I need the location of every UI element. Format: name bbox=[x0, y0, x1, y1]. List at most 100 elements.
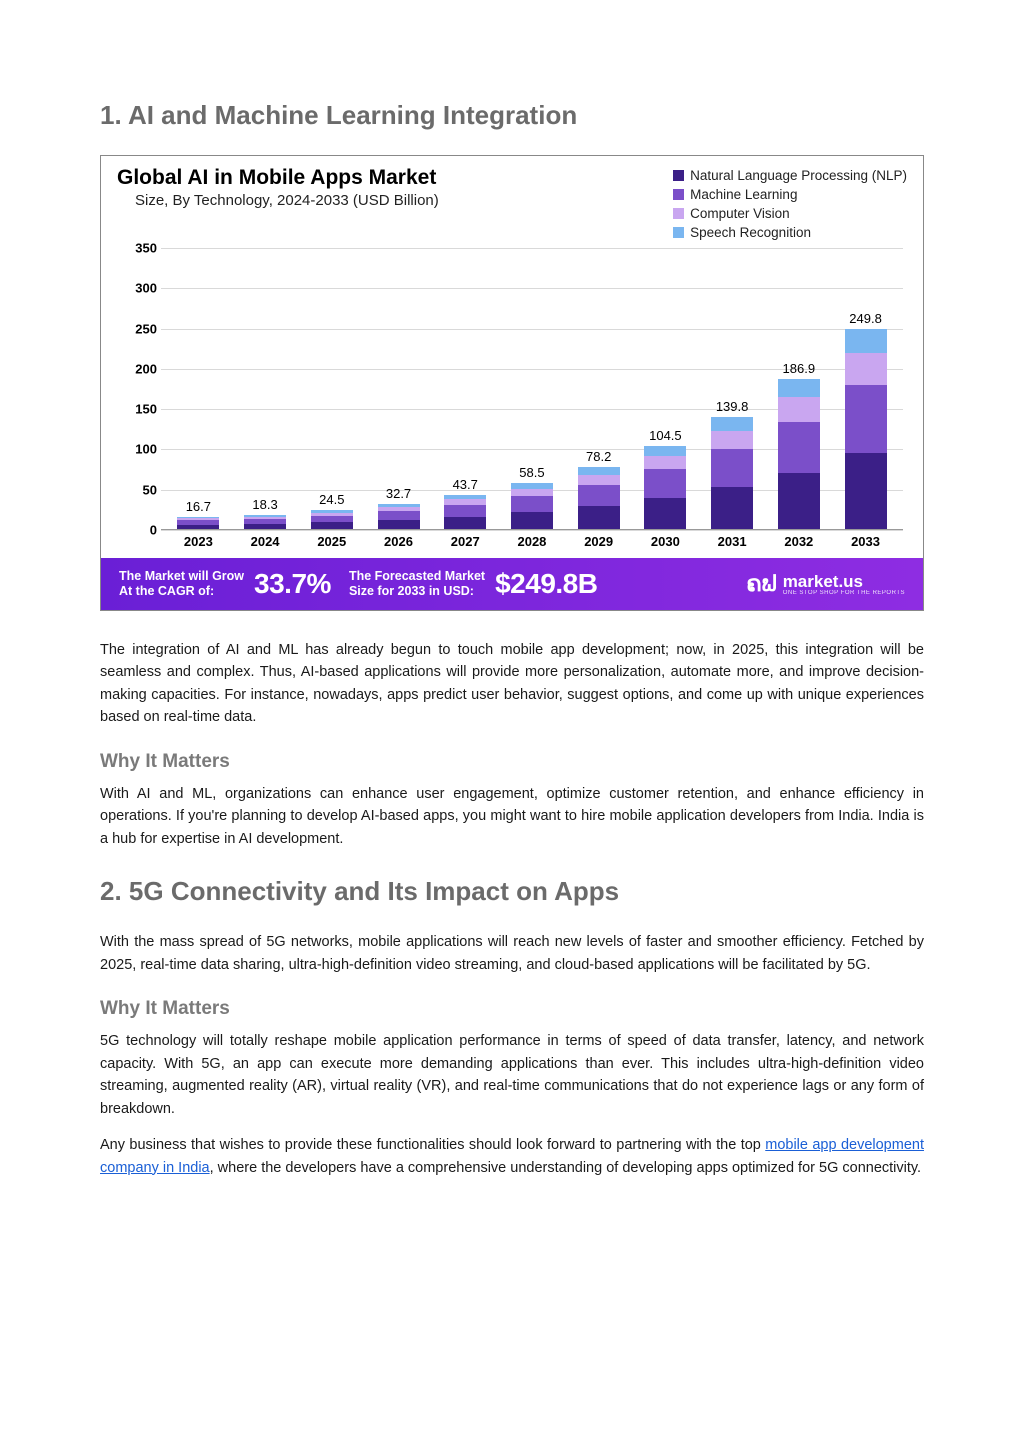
bar-segment-ml bbox=[845, 385, 887, 453]
bar-segment-nlp bbox=[444, 517, 486, 530]
chart-title: Global AI in Mobile Apps Market bbox=[117, 166, 673, 190]
cagr-label: The Market will GrowAt the CAGR of: bbox=[119, 569, 244, 599]
bar-column: 16.7 bbox=[177, 517, 219, 530]
x-label: 2024 bbox=[244, 534, 286, 558]
y-axis: 050100150200250300350 bbox=[117, 248, 157, 530]
bar-segment-sr bbox=[845, 329, 887, 353]
y-tick: 150 bbox=[117, 402, 157, 417]
bar-segment-nlp bbox=[711, 487, 753, 530]
chart-plot-area: 050100150200250300350 16.718.324.532.743… bbox=[161, 248, 903, 558]
x-label: 2029 bbox=[578, 534, 620, 558]
cagr-value: 33.7% bbox=[254, 568, 331, 600]
brand: ຄຟ market.us ONE STOP SHOP FOR THE REPOR… bbox=[746, 571, 905, 597]
y-tick: 100 bbox=[117, 442, 157, 457]
bar-total-label: 78.2 bbox=[586, 449, 611, 464]
y-tick: 0 bbox=[117, 523, 157, 538]
y-tick: 50 bbox=[117, 482, 157, 497]
brand-tagline: ONE STOP SHOP FOR THE REPORTS bbox=[783, 590, 905, 596]
legend-item: Computer Vision bbox=[673, 206, 907, 221]
section-1-heading: 1. AI and Machine Learning Integration bbox=[100, 100, 924, 131]
x-label: 2023 bbox=[177, 534, 219, 558]
x-label: 2027 bbox=[444, 534, 486, 558]
bar-segment-ml bbox=[311, 516, 353, 523]
x-label: 2030 bbox=[644, 534, 686, 558]
bar-total-label: 104.5 bbox=[649, 428, 682, 443]
x-label: 2031 bbox=[711, 534, 753, 558]
bar-column: 186.9 bbox=[778, 379, 820, 530]
section-2-why-para-2: Any business that wishes to provide thes… bbox=[100, 1134, 924, 1179]
bar-segment-nlp bbox=[511, 512, 553, 530]
x-label: 2025 bbox=[311, 534, 353, 558]
chart-subtitle: Size, By Technology, 2024-2033 (USD Bill… bbox=[117, 192, 673, 209]
bar-segment-sr bbox=[578, 467, 620, 475]
legend-label: Computer Vision bbox=[690, 206, 790, 221]
forecast-label: The Forecasted MarketSize for 2033 in US… bbox=[349, 569, 485, 599]
section-2-heading: 2. 5G Connectivity and Its Impact on App… bbox=[100, 876, 924, 907]
bar-total-label: 139.8 bbox=[716, 399, 749, 414]
bar-segment-cv bbox=[778, 397, 820, 421]
legend-label: Speech Recognition bbox=[690, 225, 811, 240]
bar-segment-sr bbox=[778, 379, 820, 397]
bar-segment-ml bbox=[444, 505, 486, 517]
y-tick: 250 bbox=[117, 321, 157, 336]
forecast-label-text: The Forecasted MarketSize for 2033 in US… bbox=[349, 569, 485, 598]
x-axis: 2023202420252026202720282029203020312032… bbox=[161, 534, 903, 558]
bar-total-label: 249.8 bbox=[849, 311, 882, 326]
bar-segment-sr bbox=[711, 417, 753, 431]
bar-total-label: 32.7 bbox=[386, 486, 411, 501]
chart-header: Global AI in Mobile Apps Market Size, By… bbox=[101, 156, 923, 240]
legend-swatch bbox=[673, 227, 684, 238]
brand-icon: ຄຟ bbox=[746, 571, 776, 597]
bar-column: 78.2 bbox=[578, 467, 620, 530]
bar-column: 43.7 bbox=[444, 495, 486, 530]
brand-name: market.us bbox=[783, 573, 905, 590]
x-label: 2032 bbox=[778, 534, 820, 558]
bar-segment-cv bbox=[511, 489, 553, 497]
bar-segment-ml bbox=[711, 449, 753, 487]
bar-segment-ml bbox=[644, 469, 686, 498]
bar-total-label: 58.5 bbox=[519, 465, 544, 480]
y-tick: 350 bbox=[117, 241, 157, 256]
section-1-why-para: With AI and ML, organizations can enhanc… bbox=[100, 783, 924, 850]
section-2-para: With the mass spread of 5G networks, mob… bbox=[100, 931, 924, 976]
grid-line bbox=[161, 530, 903, 531]
bar-segment-ml bbox=[778, 422, 820, 473]
bar-column: 58.5 bbox=[511, 483, 553, 530]
bars: 16.7 18.3 24.5 32.7 43.7 58.5 78.2 104.5 139.8 18… bbox=[161, 248, 903, 530]
bar-segment-cv bbox=[644, 456, 686, 469]
bar-total-label: 186.9 bbox=[783, 361, 816, 376]
para-2-pre: Any business that wishes to provide thes… bbox=[100, 1137, 765, 1153]
bar-column: 18.3 bbox=[244, 515, 286, 530]
forecast-value: $249.8B bbox=[495, 568, 597, 600]
bar-total-label: 18.3 bbox=[252, 497, 277, 512]
bar-segment-ml bbox=[578, 485, 620, 506]
bar-segment-ml bbox=[378, 511, 420, 520]
bar-segment-ml bbox=[511, 496, 553, 512]
bar-segment-cv bbox=[711, 431, 753, 449]
bar-segment-nlp bbox=[845, 453, 887, 529]
section-1-para: The integration of AI and ML has already… bbox=[100, 639, 924, 729]
legend-swatch bbox=[673, 189, 684, 200]
y-tick: 300 bbox=[117, 281, 157, 296]
bar-segment-sr bbox=[644, 446, 686, 456]
bar-segment-nlp bbox=[578, 506, 620, 530]
bar-segment-cv bbox=[845, 353, 887, 385]
chart-legend: Natural Language Processing (NLP)Machine… bbox=[673, 166, 907, 240]
bar-column: 104.5 bbox=[644, 446, 686, 530]
bar-total-label: 16.7 bbox=[186, 499, 211, 514]
legend-swatch bbox=[673, 170, 684, 181]
x-label: 2026 bbox=[378, 534, 420, 558]
bar-total-label: 43.7 bbox=[453, 477, 478, 492]
chart-footer: The Market will GrowAt the CAGR of: 33.7… bbox=[101, 558, 923, 610]
x-label: 2033 bbox=[845, 534, 887, 558]
x-baseline bbox=[161, 529, 903, 530]
section-2-why-heading: Why It Matters bbox=[100, 998, 924, 1020]
bar-segment-nlp bbox=[644, 498, 686, 530]
bar-segment-nlp bbox=[778, 473, 820, 530]
cagr-label-text: The Market will GrowAt the CAGR of: bbox=[119, 569, 244, 598]
legend-label: Natural Language Processing (NLP) bbox=[690, 168, 907, 183]
legend-swatch bbox=[673, 208, 684, 219]
section-2-why-para-1: 5G technology will totally reshape mobil… bbox=[100, 1030, 924, 1120]
bar-column: 249.8 bbox=[845, 329, 887, 530]
bar-total-label: 24.5 bbox=[319, 492, 344, 507]
